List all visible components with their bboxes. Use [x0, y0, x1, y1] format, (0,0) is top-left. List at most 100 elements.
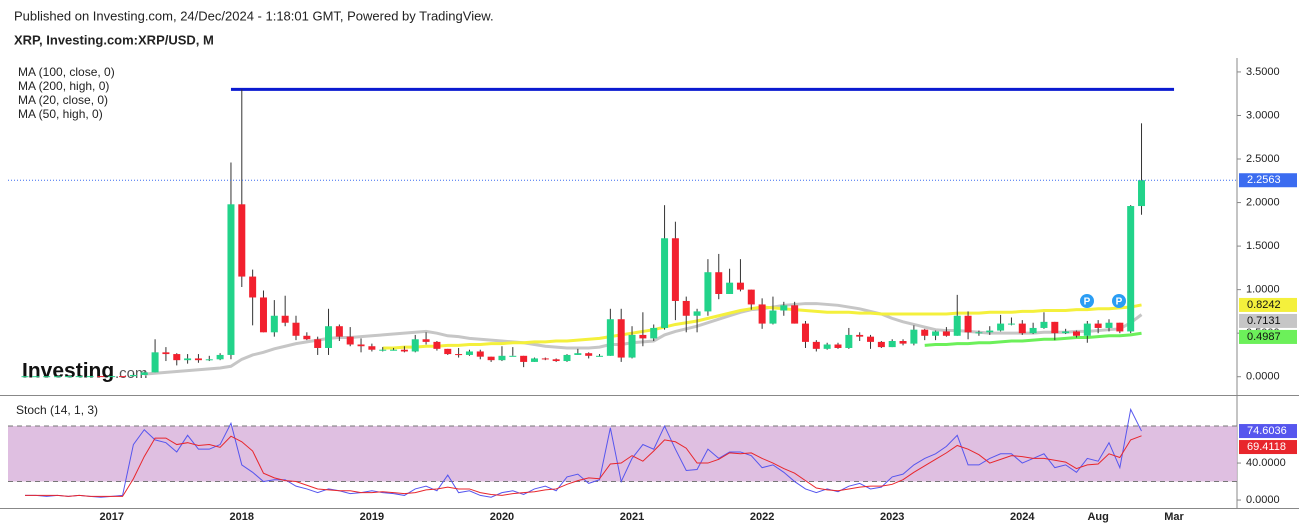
candle-body: [628, 334, 636, 358]
candle-body: [845, 334, 853, 348]
y-tick-label: 1.5000: [1246, 240, 1280, 252]
last-value-box: [1239, 313, 1297, 328]
candle-body: [986, 330, 994, 333]
candle-body: [444, 348, 452, 355]
x-tick-label: 2020: [490, 511, 514, 523]
candle-body: [758, 304, 766, 324]
legend-entry: MA (20, close, 0): [18, 93, 108, 107]
candle-body: [119, 376, 127, 378]
candle-body: [400, 349, 408, 352]
candle-body: [736, 282, 744, 290]
candle-body: [1116, 322, 1124, 332]
candle-body: [997, 323, 1005, 331]
candle-body: [411, 339, 419, 352]
y-tick-label: 0.0000: [1246, 371, 1280, 383]
candle-body: [530, 358, 538, 362]
candle-body: [596, 355, 604, 357]
candle-body: [346, 336, 354, 345]
candle-body: [455, 354, 463, 356]
candle-body: [715, 272, 723, 294]
candle-body: [303, 335, 311, 340]
candle-body: [693, 311, 701, 316]
candle-body: [1138, 180, 1146, 207]
stoch-line: [25, 435, 1142, 497]
candle-body: [32, 376, 40, 378]
candle-body: [238, 204, 246, 277]
y-tick-label: 2.0000: [1246, 196, 1280, 208]
legend-entry: MA (200, high, 0): [18, 79, 109, 93]
logo-brand: Investing: [22, 360, 114, 383]
stoch-band: [8, 426, 1237, 482]
candle-body: [812, 341, 820, 349]
candle-body: [162, 352, 170, 355]
last-value-box: [1239, 440, 1297, 455]
candle-body: [541, 358, 549, 360]
candle-body: [194, 358, 202, 361]
candle-body: [129, 374, 137, 377]
last-value-box: [1239, 329, 1297, 344]
candle-body: [574, 353, 582, 355]
candle-body: [899, 341, 907, 344]
candle-body: [552, 359, 560, 362]
candle-body: [487, 356, 495, 361]
candle-body: [704, 272, 712, 312]
candle-body: [259, 297, 267, 333]
published-note: Published on Investing.com, 24/Dec/2024 …: [14, 8, 494, 23]
y-tick-label: 2.5000: [1246, 153, 1280, 165]
candle-body: [888, 341, 896, 348]
candle-body: [379, 349, 387, 351]
candle-body: [617, 319, 625, 358]
candle-body: [390, 349, 398, 351]
candle-body: [942, 331, 950, 336]
candle-body: [476, 351, 484, 357]
candle-body: [867, 336, 875, 342]
candle-body: [975, 332, 983, 334]
candle-body: [661, 238, 669, 328]
candle-body: [1062, 331, 1070, 334]
y-tick-label: 40.0000: [1246, 457, 1286, 469]
candle-body: [86, 376, 94, 378]
candle-body: [509, 355, 517, 357]
candle-body: [747, 289, 755, 305]
candle-body: [184, 358, 192, 361]
stoch-title: Stoch (14, 1, 3): [16, 403, 98, 417]
candle-body: [270, 315, 278, 333]
x-tick-label: 2019: [360, 511, 384, 523]
candle-body: [1040, 321, 1048, 328]
candle-body: [205, 359, 213, 361]
candle-body: [671, 238, 679, 301]
candle-body: [1018, 323, 1026, 334]
candle-body: [769, 310, 777, 324]
candle-body: [1072, 331, 1080, 336]
ma-line: [924, 331, 1142, 347]
last-value-label: 2.2563: [1247, 174, 1281, 186]
x-tick-label: 2018: [230, 511, 254, 523]
candle-body: [606, 319, 614, 356]
candle-body: [227, 204, 235, 355]
candle-body: [465, 351, 473, 355]
candle-body: [650, 327, 658, 339]
candle-body: [281, 315, 289, 323]
candle-body: [292, 322, 300, 336]
candle-body: [216, 354, 224, 360]
marker-icon: [1080, 294, 1094, 308]
candle-body: [108, 376, 116, 378]
x-tick-label: 2021: [620, 511, 644, 523]
candle-body: [368, 346, 376, 350]
candle-body: [433, 341, 441, 349]
candle-body: [75, 376, 83, 378]
candle-body: [335, 326, 343, 337]
candle-body: [1105, 322, 1113, 328]
last-value-label: 0.4987: [1247, 331, 1281, 343]
candle-body: [910, 329, 918, 344]
candle-body: [1094, 323, 1102, 328]
candle-body: [325, 326, 333, 348]
candle-body: [780, 305, 788, 311]
candle-body: [21, 376, 29, 378]
candle-body: [877, 341, 885, 348]
candle-body: [498, 355, 506, 361]
candle-body: [932, 331, 940, 336]
candle-body: [1127, 206, 1135, 332]
last-value-label: 69.4118: [1247, 441, 1286, 453]
